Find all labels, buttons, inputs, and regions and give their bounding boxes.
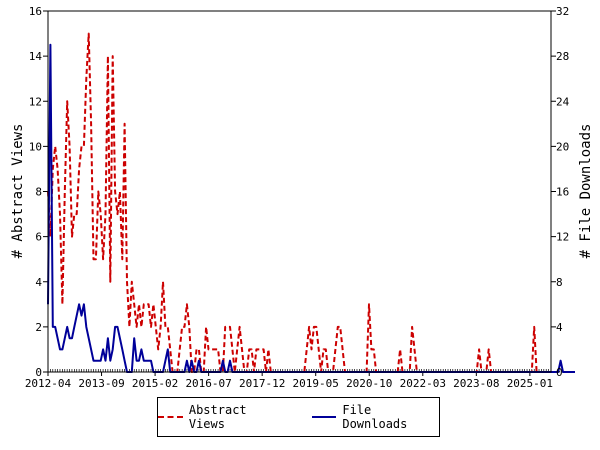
- x-tick-label: 2013-09: [78, 377, 124, 390]
- legend-swatch-solid: [311, 416, 337, 418]
- y2-tick-label: 24: [556, 95, 570, 108]
- y2-tick-label: 32: [556, 5, 569, 18]
- y2-tick-label: 4: [556, 321, 563, 334]
- y-tick-label: 8: [35, 186, 42, 199]
- x-tick-label: 2023-08: [453, 377, 499, 390]
- legend-label: Abstract Views: [188, 403, 247, 431]
- y2-tick-label: 8: [556, 276, 563, 289]
- x-tick-label: 2019-05: [293, 377, 339, 390]
- y2-tick-label: 28: [556, 50, 569, 63]
- y2-tick-label: 0: [556, 366, 563, 379]
- y-tick-label: 16: [29, 5, 42, 18]
- x-tick-label: 2017-12: [239, 377, 285, 390]
- y2-axis-title: # File Downloads: [578, 124, 594, 259]
- y2-tick-label: 16: [556, 186, 569, 199]
- series-line-file-downloads: [47, 43, 575, 373]
- x-tick-label: 2020-10: [346, 377, 392, 390]
- y-tick-label: 0: [35, 366, 42, 379]
- legend-item-abstract-views: Abstract Views: [158, 403, 286, 431]
- y2-tick-label: 12: [556, 231, 569, 244]
- y-tick-label: 12: [29, 95, 42, 108]
- series-layer: [47, 32, 575, 373]
- y-tick-label: 4: [35, 276, 42, 289]
- x-tick-label: 2015-02: [132, 377, 178, 390]
- y-tick-label: 10: [29, 140, 42, 153]
- x-tick-label: 2012-04: [25, 377, 72, 390]
- legend-item-file-downloads: File Downloads: [311, 403, 440, 431]
- series-line-abstract-views: [47, 32, 551, 373]
- y-tick-label: 14: [29, 50, 43, 63]
- y-tick-label: 6: [35, 231, 42, 244]
- y-axis-title: # Abstract Views: [10, 124, 26, 259]
- plot-frame: [47, 10, 552, 373]
- x-tick-label: 2022-03: [400, 377, 446, 390]
- x-tick-label: 2016-07: [185, 377, 231, 390]
- legend-label: File Downloads: [342, 403, 408, 431]
- legend-swatch-dashed: [158, 416, 183, 418]
- x-tick-label: 2025-01: [507, 377, 553, 390]
- y2-tick-label: 20: [556, 140, 569, 153]
- legend: Abstract Views File Downloads: [157, 397, 440, 437]
- y-tick-label: 2: [35, 321, 42, 334]
